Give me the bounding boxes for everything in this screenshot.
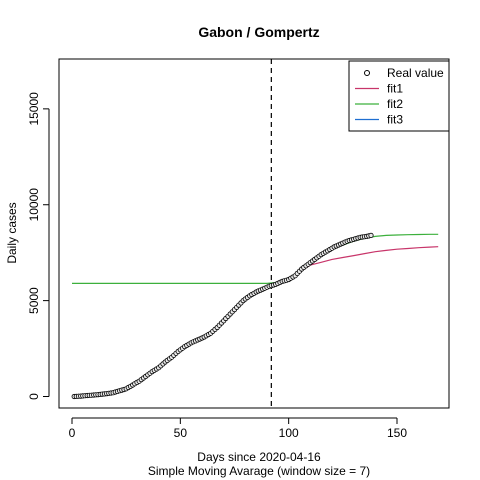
x-tick-label: 100 xyxy=(279,426,299,440)
x-tick-label: 0 xyxy=(69,426,76,440)
y-tick-label: 10000 xyxy=(27,188,41,222)
chart-title: Gabon / Gompertz xyxy=(198,24,319,40)
axes-layer: 0 50 100 150 0 5000 10000 15000 xyxy=(27,58,450,440)
plot-frame xyxy=(58,58,450,409)
legend-point-symbol xyxy=(364,70,370,76)
x-tick-label: 50 xyxy=(174,426,188,440)
legend-label: Real value xyxy=(387,66,444,80)
x-tick-label: 150 xyxy=(387,426,407,440)
legend-label: fit2 xyxy=(387,97,403,111)
fit1-line xyxy=(288,246,439,280)
real-value-point xyxy=(368,232,374,238)
x-axis-sublabel: Simple Moving Avarage (window size = 7) xyxy=(148,464,370,478)
plot-layer xyxy=(71,59,439,408)
y-tick-label: 15000 xyxy=(27,92,41,126)
legend-label: fit3 xyxy=(387,113,403,127)
y-tick-label: 5000 xyxy=(27,287,41,314)
x-axis-label: Days since 2020-04-16 xyxy=(197,450,321,464)
y-axis-label: Daily cases xyxy=(5,202,19,263)
y-tick-label: 0 xyxy=(27,393,41,400)
legend-label: fit1 xyxy=(387,82,403,96)
